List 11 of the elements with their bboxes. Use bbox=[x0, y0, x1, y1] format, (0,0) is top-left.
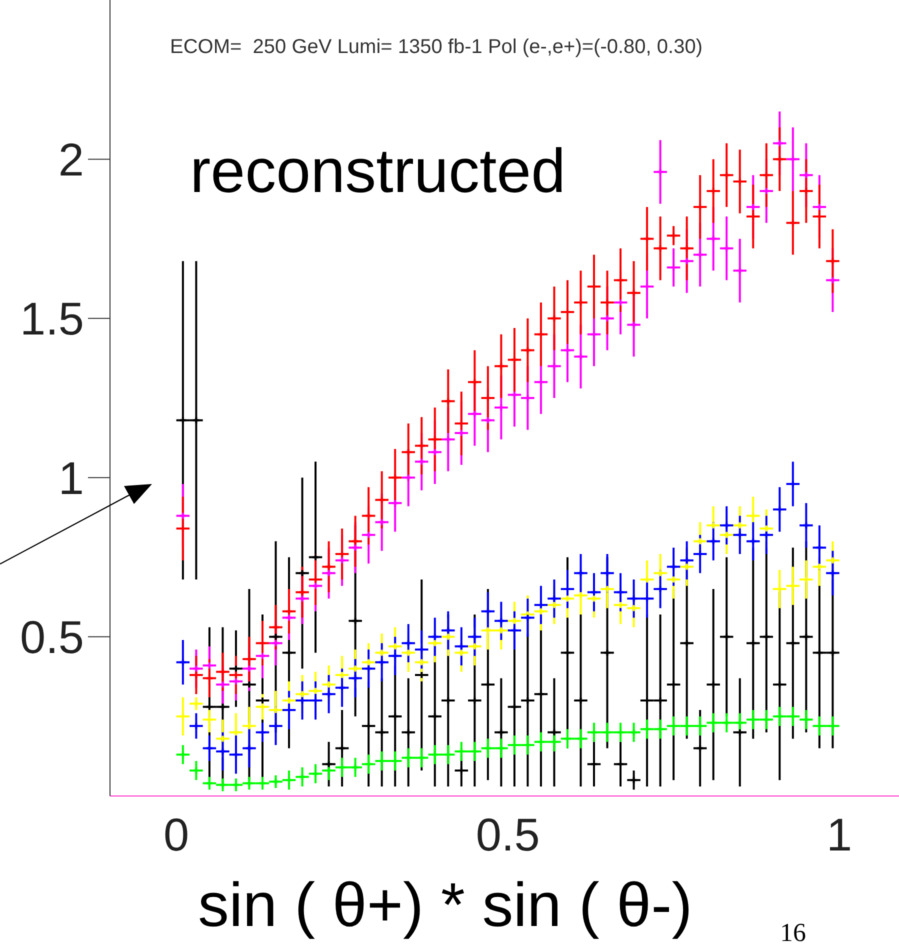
y-tick-label: 0.5 bbox=[20, 611, 84, 664]
y-tick-label: 1.5 bbox=[20, 292, 84, 345]
x-axis-title: sin ( θ+) * sin ( θ-) bbox=[198, 870, 692, 941]
x-tick-label: 0.5 bbox=[476, 808, 540, 861]
y-tick-label: 2 bbox=[58, 134, 84, 186]
text: 16 bbox=[780, 918, 806, 948]
annotation: ECOM= 250 GeV Lumi= 1350 fb-1 Pol (e-,e+)=(-0.80, 0.30) bbox=[170, 36, 702, 59]
annotation: reconstructed bbox=[190, 136, 566, 207]
y-tick-label: 1 bbox=[58, 452, 84, 504]
x-tick-label: 0 bbox=[164, 808, 190, 861]
x-tick-label: 1 bbox=[826, 808, 852, 861]
